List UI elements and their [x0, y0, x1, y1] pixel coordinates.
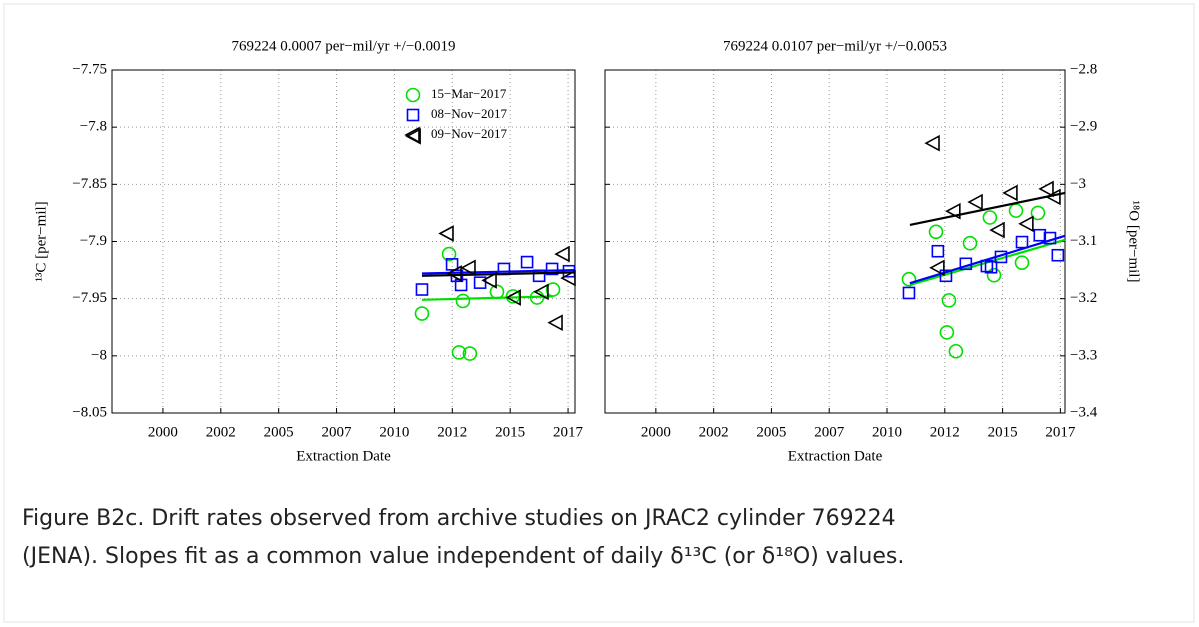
point [438, 225, 454, 242]
y-tick-label: −2.8 [1070, 61, 1097, 77]
x-tick-label: 2012 [437, 424, 467, 440]
point [460, 259, 476, 277]
plot-area [112, 70, 575, 413]
point [962, 235, 978, 251]
y-tick-label: −7.95 [72, 290, 107, 306]
x-tick-label: 2012 [930, 424, 960, 440]
point [924, 134, 940, 152]
y-tick-label: −8 [91, 347, 107, 363]
legend-label: 09−Nov−2017 [431, 126, 508, 141]
x-tick-label: 2002 [206, 424, 236, 440]
point [560, 269, 576, 287]
x-tick-label: 2007 [814, 424, 845, 440]
point [1051, 248, 1065, 262]
point [415, 283, 429, 296]
point [1045, 188, 1061, 206]
point [533, 283, 549, 301]
point [1015, 235, 1029, 249]
point [984, 260, 998, 274]
x-tick-label: 2010 [872, 424, 902, 440]
caption-line: (JENA). Slopes fit as a common value ind… [22, 544, 905, 569]
point [948, 343, 964, 359]
y-axis-label: ¹⁸O [per−mil] [1126, 201, 1142, 283]
x-tick-label: 2015 [988, 424, 1018, 440]
chart-title: 769224 0.0007 per−mil/yr +/−0.0019 [231, 38, 455, 54]
point [545, 282, 561, 297]
point [1033, 228, 1047, 242]
legend-label: 08−Nov−2017 [431, 106, 508, 121]
fit-line [421, 295, 554, 301]
y-tick-label: −7.8 [80, 119, 107, 135]
point [931, 244, 945, 258]
point [986, 267, 1002, 283]
point [441, 246, 457, 262]
point [945, 202, 961, 220]
point [1014, 255, 1030, 270]
point [554, 245, 570, 263]
fit-line [421, 271, 576, 277]
x-axis-label: Extraction Date [788, 448, 883, 464]
point [545, 262, 559, 276]
caption: Figure B2c. Drift rates observed from ar… [22, 500, 904, 576]
point [1018, 215, 1034, 233]
point [462, 346, 478, 361]
x-tick-label: 2015 [495, 424, 525, 440]
point [451, 345, 467, 360]
point [414, 306, 430, 321]
chart-title: 769224 0.0107 per−mil/yr +/−0.0053 [723, 38, 947, 54]
point [547, 314, 563, 332]
axes-box [111, 69, 576, 414]
x-axis-label: Extraction Date [296, 448, 391, 464]
point [446, 265, 462, 282]
legend-marker [404, 126, 420, 144]
legend-label: 15−Mar−2017 [431, 86, 507, 101]
point [473, 276, 487, 289]
y-tick-label: −3.3 [1070, 347, 1097, 363]
x-tick-label: 2000 [641, 424, 671, 440]
caption-line: Figure B2c. Drift rates observed from ar… [22, 506, 896, 531]
point [1038, 180, 1054, 198]
point [505, 289, 521, 306]
point [939, 269, 953, 283]
x-tick-label: 2002 [699, 424, 729, 440]
axes-box [604, 69, 1066, 414]
y-tick-label: −7.85 [72, 176, 107, 192]
y-tick-label: −3.2 [1070, 290, 1097, 306]
point [1030, 205, 1046, 221]
point [928, 224, 944, 240]
y-tick-label: −3.4 [1070, 404, 1098, 420]
point [989, 221, 1005, 239]
point [967, 193, 983, 211]
y-tick-label: −3 [1070, 176, 1086, 192]
point [520, 255, 534, 269]
y-tick-label: −7.75 [72, 61, 107, 77]
point [929, 259, 945, 277]
y-tick-label: −2.9 [1070, 119, 1097, 135]
fit-line [909, 234, 1066, 285]
y-axis-label: ¹³C [per−mil] [33, 201, 49, 281]
point [1002, 184, 1018, 202]
x-tick-label: 2000 [148, 424, 178, 440]
y-tick-label: −7.9 [80, 233, 107, 249]
y-tick-label: −3.1 [1070, 233, 1097, 249]
point [455, 293, 471, 309]
point [982, 210, 998, 225]
y-tick-label: −8.05 [72, 404, 107, 420]
fit-line [909, 191, 1066, 226]
legend-marker [406, 108, 420, 122]
x-tick-label: 2005 [756, 424, 786, 440]
x-tick-label: 2017 [1045, 424, 1076, 440]
point [939, 325, 955, 340]
point [902, 286, 916, 300]
x-tick-label: 2007 [322, 424, 353, 440]
x-tick-label: 2005 [264, 424, 294, 440]
legend-marker [405, 87, 421, 103]
point [901, 271, 917, 287]
point [941, 293, 957, 308]
point [481, 272, 497, 289]
x-tick-label: 2017 [553, 424, 584, 440]
x-tick-label: 2010 [379, 424, 409, 440]
